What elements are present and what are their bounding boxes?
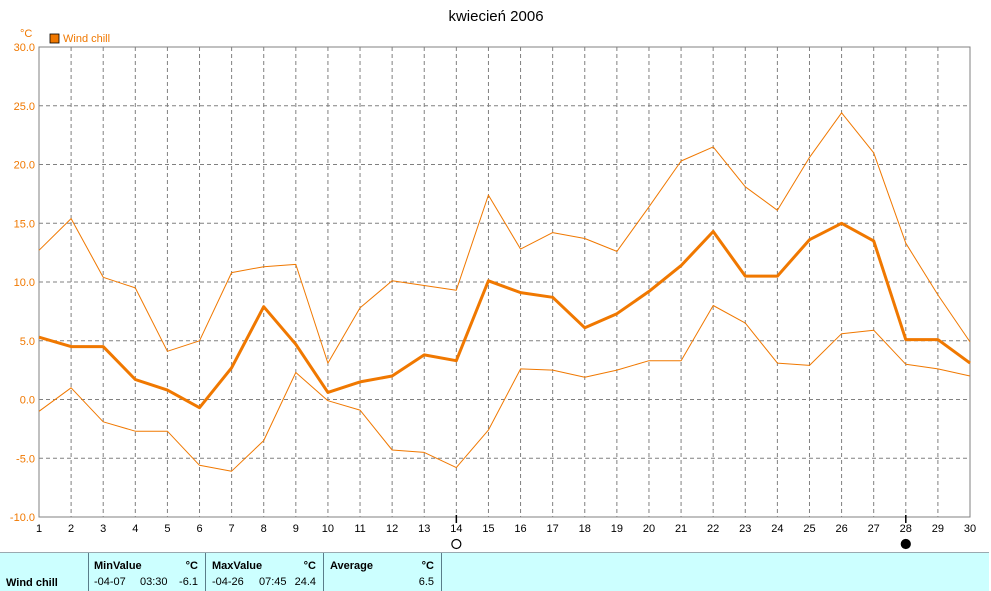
x-tick-label: 12 — [386, 523, 398, 535]
x-tick-label: 17 — [547, 523, 559, 535]
min-unit: °C — [185, 560, 198, 572]
stats-max-cell: MaxValue °C -04-26 07:45 24.4 — [206, 553, 324, 591]
stats-avg-cell: Average °C 6.5 — [324, 553, 442, 591]
x-tick-label: 15 — [482, 523, 494, 535]
max-header: MaxValue — [212, 560, 263, 572]
chart-title: kwiecień 2006 — [448, 8, 543, 25]
legend-swatch — [49, 33, 60, 44]
x-tick-label: 30 — [964, 523, 976, 535]
stats-min-cell: MinValue °C -04-07 03:30 -6.1 — [89, 553, 206, 591]
x-tick-label: 27 — [868, 523, 880, 535]
avg-header: Average — [330, 560, 374, 572]
y-axis-unit: °C — [20, 28, 32, 40]
x-tick-label: 13 — [418, 523, 430, 535]
new-moon-icon — [451, 538, 462, 550]
y-tick-label: 10.0 — [14, 277, 35, 289]
moon-markers — [451, 515, 911, 550]
x-tick-label: 4 — [132, 523, 138, 535]
x-tick-label: 24 — [771, 523, 783, 535]
plot-border — [38, 46, 971, 518]
chart: kwiecień 2006 °C Wind chill 30.025.020.0… — [10, 8, 976, 550]
y-tick-label: 20.0 — [14, 160, 35, 172]
y-tick-label: -10.0 — [10, 512, 35, 524]
x-tick-label: 10 — [322, 523, 334, 535]
stats-series-label: Wind chill — [6, 577, 58, 589]
x-tick-label: 29 — [932, 523, 944, 535]
x-axis: 1 2 3 4 5 6 7 8 9 10 11 12 13 14 15 16 17 18 19 20 21 22 23 24 2… — [36, 523, 976, 535]
avg-unit: °C — [421, 560, 434, 572]
x-tick-label: 1 — [36, 523, 42, 535]
avg-value: 6.5 — [418, 576, 434, 588]
x-tick-label: 26 — [835, 523, 847, 535]
series-line-min — [38, 305, 971, 472]
legend-label: Wind chill — [63, 33, 110, 45]
stats-series-cell: Wind chill — [0, 553, 89, 591]
series — [38, 112, 971, 472]
max-unit: °C — [303, 560, 316, 572]
x-tick-label: 19 — [611, 523, 623, 535]
x-tick-label: 2 — [68, 523, 74, 535]
x-tick-label: 3 — [100, 523, 106, 535]
x-tick-label: 6 — [196, 523, 202, 535]
x-tick-label: 16 — [514, 523, 526, 535]
min-value: -6.1 — [179, 576, 198, 588]
max-time: 07:45 — [259, 576, 287, 588]
min-header: MinValue — [94, 560, 142, 572]
y-tick-label: 25.0 — [14, 101, 35, 113]
grid — [39, 47, 970, 517]
y-tick-label: 0.0 — [20, 395, 35, 407]
x-tick-label: 9 — [293, 523, 299, 535]
y-tick-label: -5.0 — [16, 453, 35, 465]
x-tick-label: 5 — [164, 523, 170, 535]
x-tick-label: 28 — [900, 523, 912, 535]
max-date: -04-26 — [212, 576, 244, 588]
y-axis: 30.0 25.0 20.0 15.0 10.0 5.0 0.0 -5.0 -10.0 — [10, 42, 35, 524]
series-line-average — [38, 221, 971, 410]
x-tick-label: 11 — [354, 523, 365, 535]
x-tick-label: 7 — [229, 523, 235, 535]
full-moon-icon — [900, 538, 911, 550]
y-tick-label: 5.0 — [20, 336, 35, 348]
x-tick-label: 14 — [450, 523, 462, 535]
min-date: -04-07 — [94, 576, 126, 588]
x-tick-label: 20 — [643, 523, 655, 535]
min-time: 03:30 — [140, 576, 168, 588]
y-tick-label: 15.0 — [14, 218, 35, 230]
x-tick-label: 21 — [675, 523, 687, 535]
x-tick-label: 23 — [739, 523, 751, 535]
max-value: 24.4 — [294, 576, 316, 588]
y-tick-label: 30.0 — [14, 42, 35, 54]
x-tick-label: 18 — [579, 523, 591, 535]
series-line-max — [38, 112, 971, 364]
x-tick-label: 22 — [707, 523, 719, 535]
x-tick-label: 8 — [261, 523, 267, 535]
stats-panel: Wind chill MinValue °C -04-07 03:30 -6.1… — [0, 552, 989, 591]
x-tick-label: 25 — [803, 523, 815, 535]
